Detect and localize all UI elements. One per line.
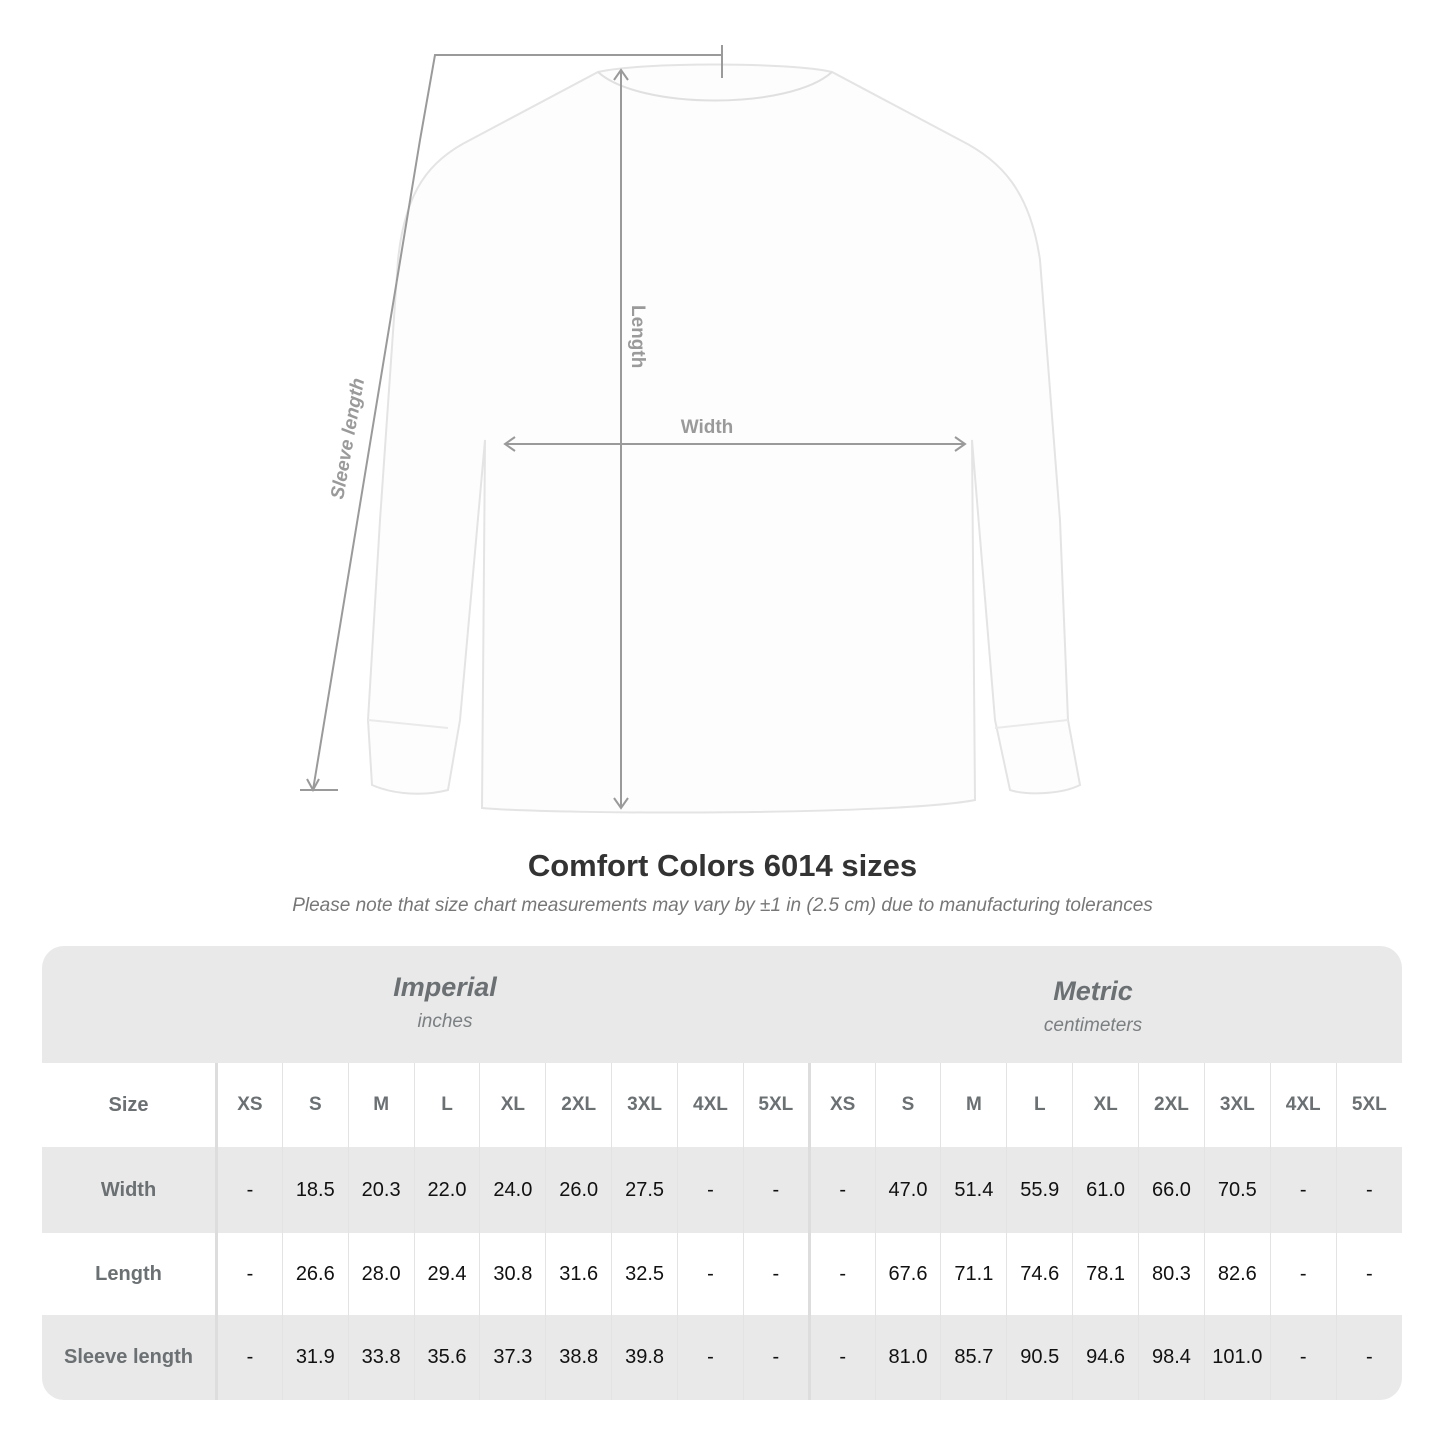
- imperial-size-xl: XL: [479, 1063, 546, 1147]
- imperial-header: Imperial inches: [145, 946, 745, 1033]
- imperial-value-cell: -: [677, 1315, 744, 1400]
- metric-value-cell: 47.0: [874, 1147, 941, 1233]
- metric-size-m: M: [940, 1063, 1007, 1147]
- metric-value-cell: 74.6: [1006, 1233, 1073, 1315]
- imperial-value-cell: 22.0: [413, 1147, 480, 1233]
- imperial-value-cell: 31.6: [545, 1233, 612, 1315]
- metric-unit: centimeters: [1043, 1015, 1143, 1036]
- imperial-size-s: S: [281, 1063, 349, 1147]
- metric-value-cell: 85.7: [940, 1315, 1007, 1400]
- metric-size-xs: XS: [807, 1063, 876, 1147]
- metric-value-cell: 81.0: [874, 1315, 941, 1400]
- metric-value-cell: -: [807, 1147, 876, 1233]
- size-table: Imperial inches Metric centimeters Size X…: [42, 946, 1402, 1400]
- metric-value-cell: -: [1269, 1147, 1337, 1233]
- metric-value-cell: 66.0: [1138, 1147, 1205, 1233]
- metric-title: Metric: [1053, 976, 1133, 1006]
- metric-value-cell: 90.5: [1006, 1315, 1073, 1400]
- length-label: Length: [627, 305, 648, 368]
- imperial-size-4xl: 4XL: [677, 1063, 744, 1147]
- metric-value-cell: -: [1269, 1233, 1337, 1315]
- imperial-unit: inches: [417, 1011, 473, 1032]
- imperial-value-cell: -: [742, 1315, 810, 1400]
- metric-size-s: S: [874, 1063, 941, 1147]
- page-title: Comfort Colors 6014 sizes: [527, 848, 918, 883]
- metric-value-cell: 94.6: [1072, 1315, 1139, 1400]
- metric-size-3xl: 3XL: [1203, 1063, 1271, 1147]
- metric-size-xl: XL: [1072, 1063, 1139, 1147]
- metric-value-cell: -: [1269, 1315, 1337, 1400]
- imperial-value-cell: -: [216, 1147, 283, 1233]
- metric-size-2xl: 2XL: [1138, 1063, 1205, 1147]
- table-row: Width -18.5 20.3 22.0 24.0 26.0 27.5- - -47.0 51.…: [42, 1147, 1402, 1233]
- table-row: Length -26.6 28.0 29.4 30.8 31.6 32.5- - -67.6 71…: [42, 1233, 1402, 1315]
- imperial-value-cell: 24.0: [479, 1147, 546, 1233]
- metric-value-cell: -: [1335, 1233, 1402, 1315]
- imperial-size-2xl: 2XL: [545, 1063, 612, 1147]
- metric-value-cell: 80.3: [1138, 1233, 1205, 1315]
- table-row: Sleeve length -31.9 33.8 35.6 37.3 38.8 39.8- -…: [42, 1315, 1402, 1400]
- imperial-value-cell: 33.8: [347, 1315, 415, 1400]
- imperial-value-cell: 32.5: [611, 1233, 678, 1315]
- metric-value-cell: -: [1335, 1315, 1402, 1400]
- metric-value-cell: 82.6: [1203, 1233, 1271, 1315]
- metric-size-l: L: [1006, 1063, 1073, 1147]
- metric-value-cell: 61.0: [1072, 1147, 1139, 1233]
- metric-size-5xl: 5XL: [1335, 1063, 1402, 1147]
- imperial-size-m: M: [347, 1063, 415, 1147]
- metric-size-4xl: 4XL: [1269, 1063, 1337, 1147]
- imperial-value-cell: 28.0: [347, 1233, 415, 1315]
- metric-value-cell: 71.1: [940, 1233, 1007, 1315]
- imperial-value-cell: 18.5: [281, 1147, 349, 1233]
- metric-value-cell: 51.4: [940, 1147, 1007, 1233]
- imperial-value-cell: -: [742, 1147, 810, 1233]
- size-grid: Size XS S M L XL 2XL 3XL 4XL 5XL XS S M L XL 2XL 3XL 4XL 5…: [42, 1063, 1402, 1400]
- measurement-lines: [300, 45, 967, 810]
- imperial-size-xs: XS: [216, 1063, 283, 1147]
- imperial-value-cell: -: [216, 1233, 283, 1315]
- metric-value-cell: -: [1335, 1147, 1402, 1233]
- size-header-row: Size XS S M L XL 2XL 3XL 4XL 5XL XS S M L XL 2XL 3XL 4XL 5…: [42, 1063, 1402, 1147]
- row-label: Width: [42, 1147, 218, 1233]
- metric-value-cell: -: [807, 1233, 876, 1315]
- imperial-size-5xl: 5XL: [742, 1063, 810, 1147]
- row-label: Sleeve length: [42, 1315, 218, 1400]
- metric-value-cell: 55.9: [1006, 1147, 1073, 1233]
- imperial-value-cell: -: [216, 1315, 283, 1400]
- imperial-value-cell: -: [677, 1233, 744, 1315]
- metric-header: Metric centimeters: [793, 946, 1393, 1037]
- imperial-value-cell: 38.8: [545, 1315, 612, 1400]
- imperial-value-cell: 20.3: [347, 1147, 415, 1233]
- imperial-value-cell: 30.8: [479, 1233, 546, 1315]
- imperial-size-3xl: 3XL: [611, 1063, 678, 1147]
- row-label: Length: [42, 1233, 218, 1315]
- imperial-size-l: L: [413, 1063, 480, 1147]
- imperial-value-cell: 31.9: [281, 1315, 349, 1400]
- unit-header-band: Imperial inches Metric centimeters: [42, 946, 1402, 1063]
- tolerance-note: Please note that size chart measurements…: [292, 895, 1153, 916]
- metric-value-cell: -: [807, 1315, 876, 1400]
- imperial-value-cell: -: [742, 1233, 810, 1315]
- width-label: Width: [681, 417, 734, 438]
- imperial-title: Imperial: [393, 972, 497, 1002]
- metric-value-cell: 67.6: [874, 1233, 941, 1315]
- imperial-value-cell: 26.0: [545, 1147, 612, 1233]
- metric-value-cell: 101.0: [1203, 1315, 1271, 1400]
- imperial-value-cell: 37.3: [479, 1315, 546, 1400]
- long-sleeve-shirt-diagram: Length Width Sleeve length: [300, 45, 1082, 814]
- metric-value-cell: 78.1: [1072, 1233, 1139, 1315]
- imperial-value-cell: 35.6: [413, 1315, 480, 1400]
- size-label: Size: [42, 1063, 218, 1147]
- imperial-value-cell: 39.8: [611, 1315, 678, 1400]
- imperial-value-cell: 29.4: [413, 1233, 480, 1315]
- imperial-value-cell: 26.6: [281, 1233, 349, 1315]
- metric-value-cell: 98.4: [1138, 1315, 1205, 1400]
- metric-value-cell: 70.5: [1203, 1147, 1271, 1233]
- imperial-value-cell: -: [677, 1147, 744, 1233]
- shirt-illustration: [366, 63, 1082, 814]
- imperial-value-cell: 27.5: [611, 1147, 678, 1233]
